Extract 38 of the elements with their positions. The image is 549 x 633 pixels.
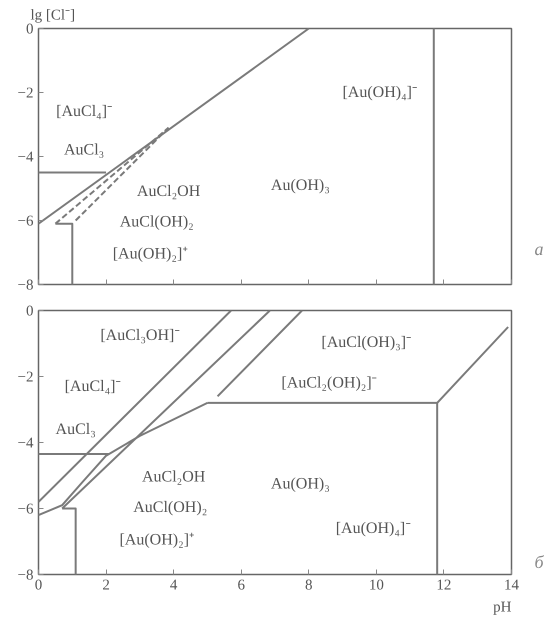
x-axis-title: pH [493,600,512,616]
y-tick-label: −4 [18,436,34,452]
annotation: AuCl₂OH [142,468,206,486]
annotation: [AuCl₂(OH)₂]⁻ [281,374,377,392]
annotation: [AuCl₄]⁻ [64,378,121,395]
annotation: [Au(OH)₂]⁺ [119,532,194,549]
y-axis-title: lg [Cl⁻] [30,8,76,24]
y-tick-label: −6 [18,214,34,230]
annotation: [Au(OH)₄]⁻ [336,520,410,537]
annotation: [Au(OH)₄]⁻ [342,84,418,101]
annotation: [AuCl(OH)₃]⁻ [321,334,412,352]
x-tick-label: 6 [237,578,246,594]
text: а [534,238,544,261]
annotation: [AuCl₄]⁻ [56,103,112,120]
text: б [534,551,544,574]
annotation: Au(OH)₃ [270,475,330,492]
y-tick-label: 0 [26,304,34,320]
y-tick-label: −2 [18,370,34,386]
x-tick-label: 12 [436,578,452,594]
x-tick-label: 4 [170,578,178,594]
annotation: [AuCl₃OH]⁻ [100,327,180,344]
annotation: AuCl₂OH [136,183,201,200]
x-tick-label: 2 [102,578,110,594]
x-tick-label: 8 [305,578,313,594]
annotation: [Au(OH)₂]⁺ [112,246,188,263]
x-tick-label: 14 [504,578,520,594]
y-tick-label: −8 [18,568,34,584]
x-tick-label: 10 [368,578,384,594]
annotation: AuCl₃ [64,142,104,159]
annotation: AuCl(OH)₂ [120,214,194,231]
annotation: AuCl₃ [56,420,96,438]
y-tick-label: −6 [18,502,34,518]
annotation: Au(OH)₃ [270,176,330,194]
y-tick-label: −4 [18,150,34,166]
y-tick-label: −8 [18,278,34,294]
annotation: AuCl(OH)₂ [133,499,208,516]
y-tick-label: 0 [26,22,34,38]
y-tick-label: −2 [18,86,34,102]
